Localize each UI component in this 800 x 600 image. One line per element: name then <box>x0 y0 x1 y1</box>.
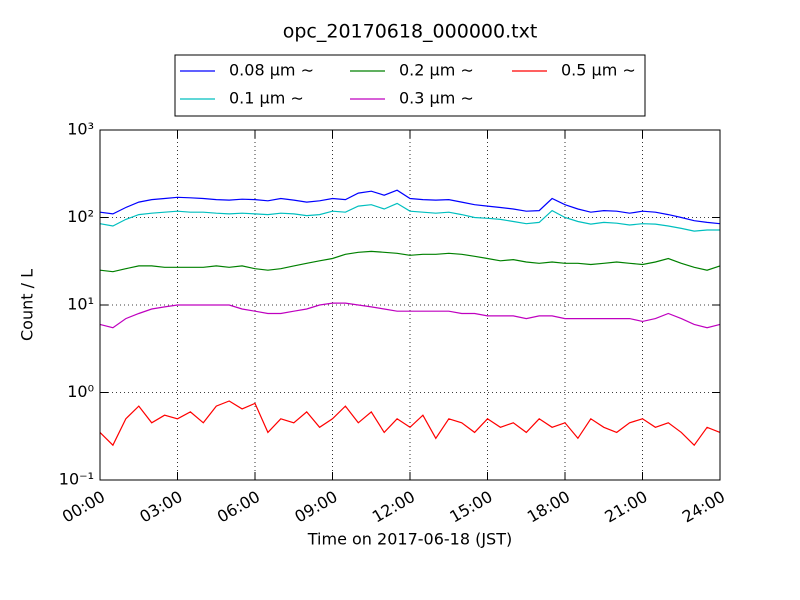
legend-box <box>174 54 646 117</box>
plot-frame <box>99 129 721 481</box>
y-tick-label: 10¹ <box>67 295 94 314</box>
legend-label: 0.08 μm ∼ <box>229 61 314 80</box>
y-tick-label: 10² <box>67 207 94 226</box>
data-line <box>99 302 721 329</box>
chart-title: opc_20170618_000000.txt <box>283 21 538 43</box>
y-tick-label: 10⁰ <box>67 382 94 401</box>
data-line <box>99 250 721 273</box>
legend-label: 0.1 μm ∼ <box>229 89 304 108</box>
y-tick-label: 10⁻¹ <box>59 470 94 489</box>
legend-label: 0.2 μm ∼ <box>399 61 474 80</box>
legend-label: 0.5 μm ∼ <box>561 61 636 80</box>
y-axis-label: Count / L <box>18 269 37 341</box>
data-line <box>99 400 721 447</box>
x-axis-label: Time on 2017-06-18 (JST) <box>307 530 512 549</box>
y-tick-label: 10³ <box>67 120 94 139</box>
data-line <box>99 189 721 225</box>
legend-label: 0.3 μm ∼ <box>399 89 474 108</box>
data-line <box>99 202 720 232</box>
